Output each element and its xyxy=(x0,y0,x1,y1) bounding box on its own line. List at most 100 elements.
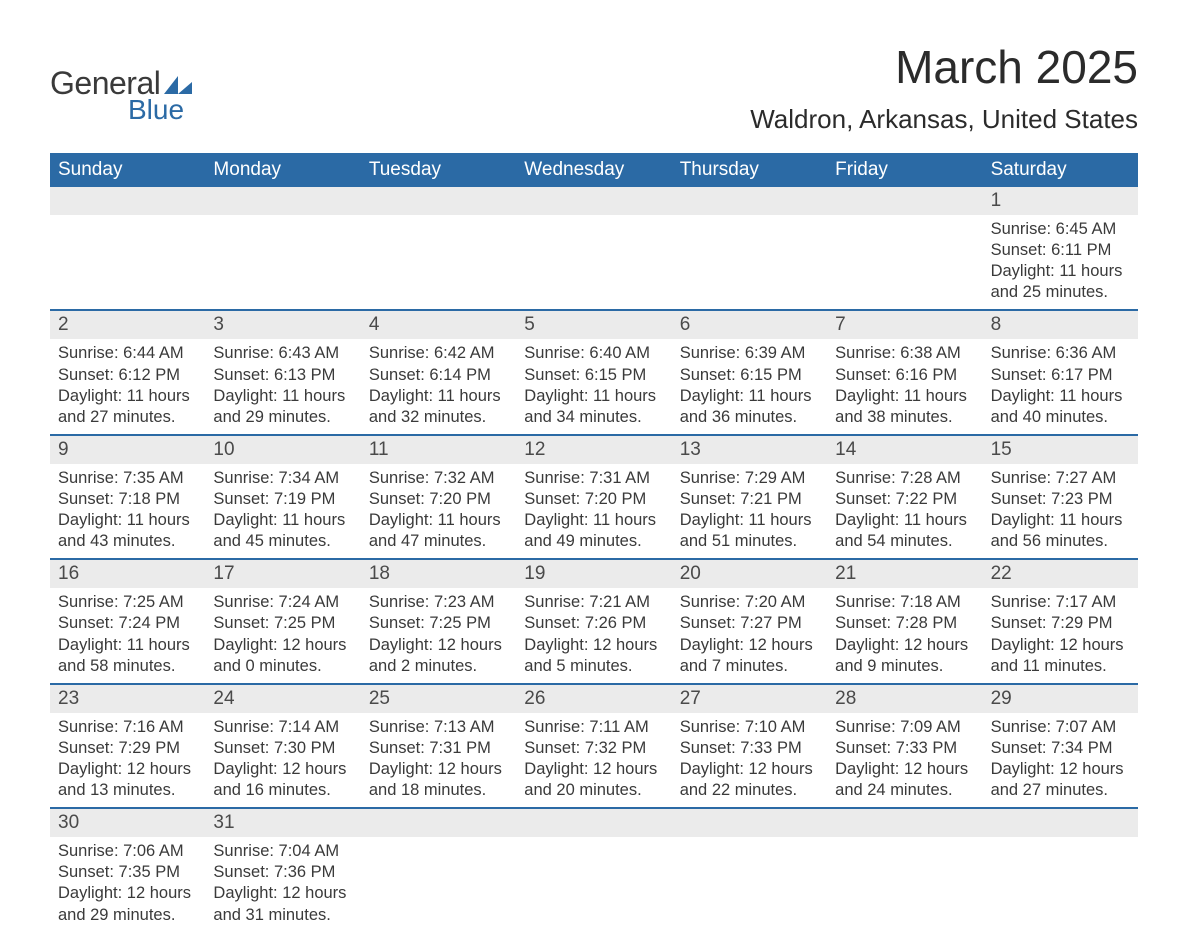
day-number: 15 xyxy=(983,436,1138,464)
day-number: 13 xyxy=(672,436,827,464)
sunset-text: Sunset: 6:17 PM xyxy=(991,365,1130,386)
sunset-text: Sunset: 7:21 PM xyxy=(680,489,819,510)
day-body: Sunrise: 6:43 AMSunset: 6:13 PMDaylight:… xyxy=(205,339,360,433)
day-cell: 18Sunrise: 7:23 AMSunset: 7:25 PMDayligh… xyxy=(361,560,516,682)
day-body: Sunrise: 6:42 AMSunset: 6:14 PMDaylight:… xyxy=(361,339,516,433)
daylight-text: Daylight: 11 hours xyxy=(369,386,508,407)
daylight-text: Daylight: 12 hours xyxy=(524,635,663,656)
sunrise-text: Sunrise: 6:40 AM xyxy=(524,343,663,364)
daylight-text: and 47 minutes. xyxy=(369,531,508,552)
day-number: 31 xyxy=(205,809,360,837)
daylight-text: and 29 minutes. xyxy=(213,407,352,428)
sunrise-text: Sunrise: 7:04 AM xyxy=(213,841,352,862)
day-cell: 3Sunrise: 6:43 AMSunset: 6:13 PMDaylight… xyxy=(205,311,360,433)
day-number: 24 xyxy=(205,685,360,713)
day-cell xyxy=(983,809,1138,931)
daylight-text: and 9 minutes. xyxy=(835,656,974,677)
day-number xyxy=(827,809,982,837)
day-body: Sunrise: 6:45 AMSunset: 6:11 PMDaylight:… xyxy=(983,215,1138,309)
daylight-text: Daylight: 12 hours xyxy=(991,759,1130,780)
day-cell: 6Sunrise: 6:39 AMSunset: 6:15 PMDaylight… xyxy=(672,311,827,433)
weeks-container: 1Sunrise: 6:45 AMSunset: 6:11 PMDaylight… xyxy=(50,187,1138,932)
sunset-text: Sunset: 7:34 PM xyxy=(991,738,1130,759)
daylight-text: and 0 minutes. xyxy=(213,656,352,677)
day-cell: 11Sunrise: 7:32 AMSunset: 7:20 PMDayligh… xyxy=(361,436,516,558)
daylight-text: and 38 minutes. xyxy=(835,407,974,428)
daylight-text: Daylight: 12 hours xyxy=(369,635,508,656)
day-body: Sunrise: 7:20 AMSunset: 7:27 PMDaylight:… xyxy=(672,588,827,682)
sunset-text: Sunset: 7:32 PM xyxy=(524,738,663,759)
day-body: Sunrise: 6:39 AMSunset: 6:15 PMDaylight:… xyxy=(672,339,827,433)
day-body: Sunrise: 7:04 AMSunset: 7:36 PMDaylight:… xyxy=(205,837,360,931)
daylight-text: Daylight: 12 hours xyxy=(369,759,508,780)
day-body: Sunrise: 7:09 AMSunset: 7:33 PMDaylight:… xyxy=(827,713,982,807)
daylight-text: and 11 minutes. xyxy=(991,656,1130,677)
sunrise-text: Sunrise: 6:45 AM xyxy=(991,219,1130,240)
day-cell: 7Sunrise: 6:38 AMSunset: 6:16 PMDaylight… xyxy=(827,311,982,433)
day-cell: 20Sunrise: 7:20 AMSunset: 7:27 PMDayligh… xyxy=(672,560,827,682)
sunrise-text: Sunrise: 7:25 AM xyxy=(58,592,197,613)
day-cell: 13Sunrise: 7:29 AMSunset: 7:21 PMDayligh… xyxy=(672,436,827,558)
daylight-text: and 20 minutes. xyxy=(524,780,663,801)
daylight-text: and 5 minutes. xyxy=(524,656,663,677)
daylight-text: and 54 minutes. xyxy=(835,531,974,552)
sunset-text: Sunset: 7:30 PM xyxy=(213,738,352,759)
logo-shape-icon xyxy=(164,76,192,94)
sunrise-text: Sunrise: 7:32 AM xyxy=(369,468,508,489)
day-body: Sunrise: 7:11 AMSunset: 7:32 PMDaylight:… xyxy=(516,713,671,807)
sunset-text: Sunset: 6:13 PM xyxy=(213,365,352,386)
day-number: 20 xyxy=(672,560,827,588)
daylight-text: Daylight: 12 hours xyxy=(680,759,819,780)
day-number: 5 xyxy=(516,311,671,339)
daylight-text: Daylight: 12 hours xyxy=(58,883,197,904)
daylight-text: and 27 minutes. xyxy=(58,407,197,428)
sunrise-text: Sunrise: 7:14 AM xyxy=(213,717,352,738)
sunset-text: Sunset: 7:28 PM xyxy=(835,613,974,634)
day-body: Sunrise: 7:25 AMSunset: 7:24 PMDaylight:… xyxy=(50,588,205,682)
day-body: Sunrise: 6:36 AMSunset: 6:17 PMDaylight:… xyxy=(983,339,1138,433)
day-cell xyxy=(516,187,671,309)
day-body: Sunrise: 7:31 AMSunset: 7:20 PMDaylight:… xyxy=(516,464,671,558)
day-cell: 30Sunrise: 7:06 AMSunset: 7:35 PMDayligh… xyxy=(50,809,205,931)
day-body: Sunrise: 7:18 AMSunset: 7:28 PMDaylight:… xyxy=(827,588,982,682)
sunrise-text: Sunrise: 7:28 AM xyxy=(835,468,974,489)
sunrise-text: Sunrise: 7:18 AM xyxy=(835,592,974,613)
daylight-text: Daylight: 11 hours xyxy=(991,261,1130,282)
sunrise-text: Sunrise: 7:21 AM xyxy=(524,592,663,613)
day-header-wed: Wednesday xyxy=(516,153,671,187)
day-number: 14 xyxy=(827,436,982,464)
day-number xyxy=(361,809,516,837)
day-cell: 10Sunrise: 7:34 AMSunset: 7:19 PMDayligh… xyxy=(205,436,360,558)
day-number: 6 xyxy=(672,311,827,339)
sunrise-text: Sunrise: 7:09 AM xyxy=(835,717,974,738)
sunset-text: Sunset: 7:33 PM xyxy=(835,738,974,759)
day-number: 7 xyxy=(827,311,982,339)
day-body: Sunrise: 7:17 AMSunset: 7:29 PMDaylight:… xyxy=(983,588,1138,682)
day-cell xyxy=(361,809,516,931)
logo-text-blue: Blue xyxy=(128,94,192,126)
day-number: 23 xyxy=(50,685,205,713)
day-number xyxy=(827,187,982,215)
daylight-text: and 49 minutes. xyxy=(524,531,663,552)
day-body: Sunrise: 7:21 AMSunset: 7:26 PMDaylight:… xyxy=(516,588,671,682)
day-number: 11 xyxy=(361,436,516,464)
day-cell xyxy=(672,187,827,309)
daylight-text: Daylight: 11 hours xyxy=(369,510,508,531)
day-cell: 1Sunrise: 6:45 AMSunset: 6:11 PMDaylight… xyxy=(983,187,1138,309)
sunrise-text: Sunrise: 7:29 AM xyxy=(680,468,819,489)
day-number: 12 xyxy=(516,436,671,464)
day-body: Sunrise: 7:06 AMSunset: 7:35 PMDaylight:… xyxy=(50,837,205,931)
sunrise-text: Sunrise: 6:38 AM xyxy=(835,343,974,364)
sunrise-text: Sunrise: 6:42 AM xyxy=(369,343,508,364)
daylight-text: and 29 minutes. xyxy=(58,905,197,926)
day-number: 8 xyxy=(983,311,1138,339)
day-number xyxy=(672,809,827,837)
daylight-text: and 16 minutes. xyxy=(213,780,352,801)
sunset-text: Sunset: 7:25 PM xyxy=(369,613,508,634)
calendar: Sunday Monday Tuesday Wednesday Thursday… xyxy=(50,153,1138,932)
day-number: 18 xyxy=(361,560,516,588)
day-body: Sunrise: 7:16 AMSunset: 7:29 PMDaylight:… xyxy=(50,713,205,807)
day-cell: 16Sunrise: 7:25 AMSunset: 7:24 PMDayligh… xyxy=(50,560,205,682)
day-cell: 12Sunrise: 7:31 AMSunset: 7:20 PMDayligh… xyxy=(516,436,671,558)
day-body: Sunrise: 7:35 AMSunset: 7:18 PMDaylight:… xyxy=(50,464,205,558)
